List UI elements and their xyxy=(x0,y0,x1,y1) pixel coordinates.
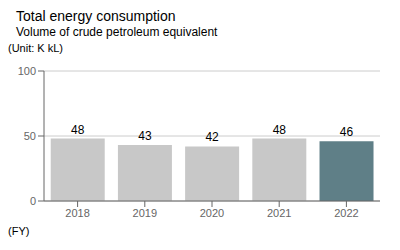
svg-text:46: 46 xyxy=(340,125,354,139)
svg-text:2020: 2020 xyxy=(200,207,224,219)
svg-text:43: 43 xyxy=(138,129,152,143)
svg-text:2018: 2018 xyxy=(65,207,89,219)
svg-text:100: 100 xyxy=(18,65,36,77)
svg-text:48: 48 xyxy=(71,123,85,137)
html-text:(Unit: K kL): (Unit: K kL) xyxy=(8,42,63,54)
svg-text:2019: 2019 xyxy=(133,207,157,219)
svg-text:2021: 2021 xyxy=(267,207,291,219)
html-text:Total energy consumption: Total energy consumption xyxy=(16,8,176,24)
svg-text:2022: 2022 xyxy=(334,207,358,219)
html-text:(FY): (FY) xyxy=(8,225,30,237)
svg-text:0: 0 xyxy=(30,195,36,207)
html-text:Volume of crude petroleum equi: Volume of crude petroleum equivalent xyxy=(16,25,218,39)
svg-text:42: 42 xyxy=(205,130,219,144)
svg-text:48: 48 xyxy=(273,123,287,137)
svg-text:50: 50 xyxy=(24,130,36,142)
